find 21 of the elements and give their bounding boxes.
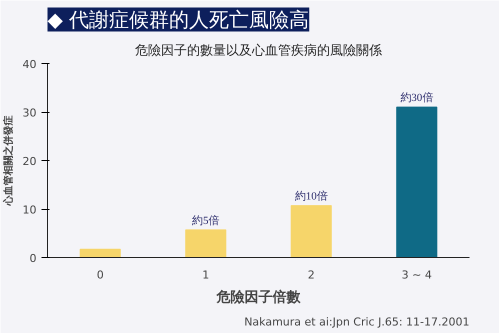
chart-title: ◆ 代謝症候群的人死亡風險高 — [48, 8, 310, 32]
y-tick-label: 10 — [22, 204, 37, 216]
chart-subtitle: 危險因子的數量以及心血管疾病的風險關係 — [135, 42, 382, 58]
data-label: 約5倍 — [192, 214, 220, 227]
text: Nakamura et ai:Jpn Cric J.65: 11-17.2001 — [244, 316, 470, 328]
x-tick-label: 1 — [202, 268, 210, 282]
x-tick-label: 3 ~ 4 — [402, 268, 432, 282]
x-tick-label: 0 — [96, 268, 104, 282]
bar — [185, 229, 226, 258]
bar — [290, 205, 332, 258]
y-tick-label: 40 — [22, 58, 37, 71]
x-tick-label: 2 — [308, 268, 315, 282]
y-tick-label: 30 — [22, 106, 37, 120]
data-label: 約30倍 — [400, 91, 434, 104]
data-label: 約10倍 — [294, 190, 328, 203]
y-tick-label: 20 — [22, 155, 37, 168]
x-axis-title: 危險因子倍數 — [216, 288, 302, 306]
bar — [396, 106, 438, 258]
bar — [80, 248, 121, 258]
y-axis-title: 心血管相關之併發症 — [2, 116, 15, 206]
y-tick-label: 0 — [30, 252, 36, 265]
